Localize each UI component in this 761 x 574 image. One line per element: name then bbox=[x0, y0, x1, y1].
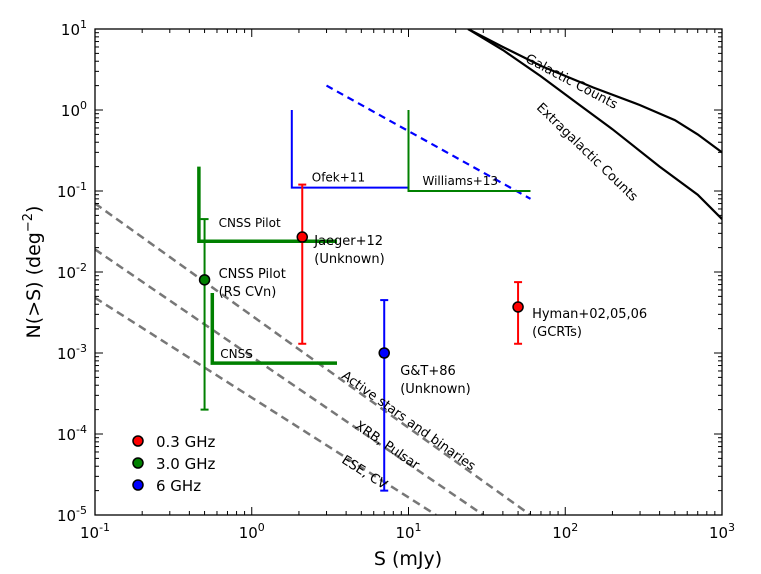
x-tick-label-2: 101 bbox=[395, 521, 421, 542]
legend-label-2: 6 GHz bbox=[156, 477, 201, 495]
y-axis-label-close: ) bbox=[23, 206, 45, 213]
y-tick-label-0: 10-5 bbox=[57, 504, 87, 525]
y-tick-label-2: 10-3 bbox=[57, 342, 87, 363]
point-label-2-0: CNSS Pilot bbox=[219, 267, 286, 282]
y-axis-label-exponent: −2 bbox=[21, 213, 36, 232]
y-tick-label-3: 10-2 bbox=[57, 261, 87, 282]
x-axis-label: S (mJy) bbox=[374, 548, 442, 570]
point-label-1-0: Hyman+02,05,06 bbox=[532, 307, 647, 322]
y-tick-label-5: 100 bbox=[61, 99, 87, 120]
point-label-3-0: G&T+86 bbox=[400, 364, 456, 379]
limit-label-2: Ofek+11 bbox=[312, 171, 365, 185]
data-point-2 bbox=[198, 274, 211, 286]
count-curve-0 bbox=[467, 29, 722, 154]
limit-label-3: Williams+13 bbox=[423, 174, 499, 188]
y-axis-label-main: N(>S) (deg bbox=[23, 232, 45, 338]
limit-line-1 bbox=[210, 293, 337, 365]
y-axis-label: N(>S) (deg−2) bbox=[21, 206, 45, 339]
legend: 0.3 GHz 3.0 GHz 6 GHz bbox=[132, 433, 216, 495]
point-label-1-1: (GCRTs) bbox=[532, 325, 582, 340]
legend-marker-1 bbox=[132, 457, 144, 469]
legend-label-1: 3.0 GHz bbox=[156, 455, 216, 473]
y-tick-label-4: 10-1 bbox=[57, 180, 87, 201]
limit-line-0 bbox=[197, 166, 337, 243]
point-label-3-1: (Unknown) bbox=[400, 382, 471, 397]
limit-line-2 bbox=[290, 110, 409, 189]
y-tick-label-1: 10-4 bbox=[57, 423, 87, 444]
blue-dashed-line bbox=[325, 84, 532, 200]
reference-line-1 bbox=[95, 248, 485, 515]
curve-label-1: Extragalactic Counts bbox=[533, 100, 640, 204]
data-point-3 bbox=[378, 347, 390, 359]
count-curve-1 bbox=[467, 29, 722, 220]
data-point-0 bbox=[296, 231, 309, 243]
legend-marker-0 bbox=[132, 435, 144, 447]
point-label-0-1: (Unknown) bbox=[314, 252, 385, 267]
limit-label-0: CNSS Pilot bbox=[219, 216, 281, 230]
limit-label-1: CNSS bbox=[220, 347, 253, 361]
x-tick-label-1: 100 bbox=[239, 521, 265, 542]
legend-marker-2 bbox=[132, 479, 144, 491]
reference-label-2: ESE, CV bbox=[339, 453, 390, 493]
reference-line-2 bbox=[95, 296, 437, 515]
x-tick-label-0: 10-1 bbox=[80, 521, 110, 542]
point-label-0-0: Jaeger+12 bbox=[313, 234, 383, 249]
x-tick-label-3: 102 bbox=[552, 521, 578, 542]
curve-label-0: Galactic Counts bbox=[523, 51, 620, 112]
reference-line-0 bbox=[95, 202, 532, 515]
point-label-2-1: (RS CVn) bbox=[219, 285, 277, 300]
legend-label-0: 0.3 GHz bbox=[156, 433, 216, 451]
y-tick-label-6: 101 bbox=[61, 18, 87, 39]
limit-line-3 bbox=[407, 110, 531, 192]
data-point-1 bbox=[512, 301, 524, 313]
x-tick-label-4: 103 bbox=[709, 521, 735, 542]
